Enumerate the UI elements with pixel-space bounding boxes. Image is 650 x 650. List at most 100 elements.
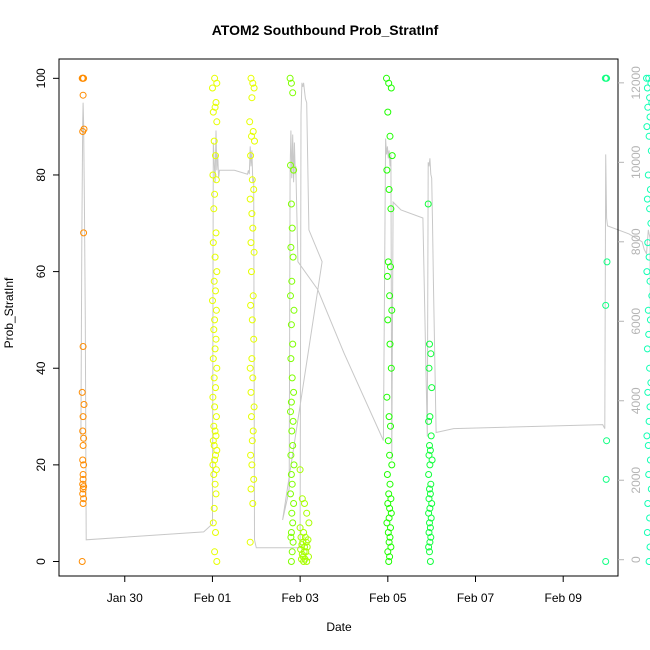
- data-point: [287, 355, 295, 363]
- data-point: [213, 79, 221, 87]
- data-point: [211, 345, 219, 353]
- data-point: [287, 243, 295, 251]
- data-point: [296, 524, 304, 532]
- data-point: [248, 355, 256, 363]
- data-point: [288, 548, 296, 556]
- data-point: [80, 74, 88, 82]
- data-point: [212, 335, 220, 343]
- data-point: [209, 171, 217, 179]
- y-tick-label: 0: [34, 558, 48, 565]
- data-point: [249, 500, 257, 507]
- data-point: [79, 413, 87, 421]
- data-point: [80, 229, 88, 237]
- data-point: [383, 471, 391, 478]
- data-point: [212, 99, 220, 106]
- data-point: [427, 514, 435, 522]
- data-point: [647, 219, 650, 227]
- data-point: [387, 205, 395, 213]
- data-point: [211, 456, 219, 464]
- data-point: [427, 480, 435, 488]
- data-point: [79, 485, 87, 493]
- data-point: [80, 461, 88, 469]
- data-point: [79, 427, 87, 435]
- data-point: [603, 258, 611, 266]
- data-point: [79, 343, 87, 350]
- data-point: [250, 248, 258, 256]
- data-point: [288, 427, 296, 435]
- data-point: [646, 113, 650, 121]
- data-point: [289, 442, 297, 449]
- data-point: [212, 229, 220, 237]
- data-point: [79, 500, 87, 507]
- data-point: [426, 340, 433, 348]
- data-point: [213, 364, 221, 372]
- data-point: [427, 350, 435, 358]
- data-point: [644, 388, 650, 396]
- data-point: [212, 451, 219, 459]
- data-point: [426, 504, 434, 512]
- data-point: [288, 480, 296, 488]
- data-point: [248, 210, 256, 218]
- data-point: [212, 306, 220, 314]
- data-point: [385, 558, 393, 565]
- data-point: [211, 403, 219, 411]
- scatter-group: [601, 74, 611, 565]
- data-point: [287, 161, 294, 169]
- data-point: [387, 84, 395, 92]
- data-point: [426, 446, 434, 454]
- data-point: [249, 427, 257, 435]
- data-point: [647, 79, 650, 87]
- plot-frame: [58, 58, 619, 577]
- data-point: [647, 147, 650, 155]
- data-point: [212, 490, 220, 498]
- data-point: [647, 485, 650, 493]
- data-point: [287, 471, 295, 478]
- data-point: [427, 432, 435, 440]
- data-point: [212, 529, 219, 536]
- data-point: [643, 84, 650, 92]
- data-point: [210, 326, 218, 334]
- x-tick-label: Feb 09: [545, 591, 583, 605]
- data-point: [247, 301, 255, 309]
- data-point: [209, 239, 217, 247]
- data-point: [80, 401, 88, 408]
- data-point: [387, 263, 394, 271]
- data-point: [385, 186, 393, 193]
- scatter-group: [286, 74, 298, 565]
- data-point: [645, 417, 650, 425]
- data-point: [644, 306, 650, 314]
- data-point: [646, 186, 650, 193]
- data-point: [212, 287, 219, 295]
- data-point: [287, 200, 295, 208]
- data-point: [211, 103, 219, 111]
- data-point: [247, 152, 255, 160]
- scatter-group: [209, 74, 221, 565]
- data-point: [289, 340, 297, 348]
- data-point: [79, 471, 87, 478]
- data-point: [209, 461, 217, 469]
- data-point: [246, 364, 254, 372]
- data-point: [383, 166, 391, 174]
- data-point: [648, 292, 650, 299]
- data-point: [212, 176, 220, 184]
- data-point: [290, 500, 298, 507]
- data-point: [250, 335, 258, 343]
- data-point: [384, 108, 392, 116]
- data-point: [425, 471, 433, 478]
- data-point: [646, 403, 650, 411]
- data-point: [210, 277, 218, 285]
- data-point: [247, 74, 255, 82]
- y-axis-label: Prob_StratInf: [2, 277, 16, 348]
- data-point: [290, 461, 298, 469]
- data-point: [386, 480, 394, 488]
- data-point: [210, 471, 218, 478]
- data-point: [388, 152, 396, 160]
- data-point: [386, 340, 394, 348]
- data-point: [425, 529, 433, 536]
- y2-tick-label: 0: [629, 556, 643, 563]
- data-point: [287, 529, 295, 536]
- data-point: [386, 504, 394, 512]
- scatter-group: [424, 200, 436, 565]
